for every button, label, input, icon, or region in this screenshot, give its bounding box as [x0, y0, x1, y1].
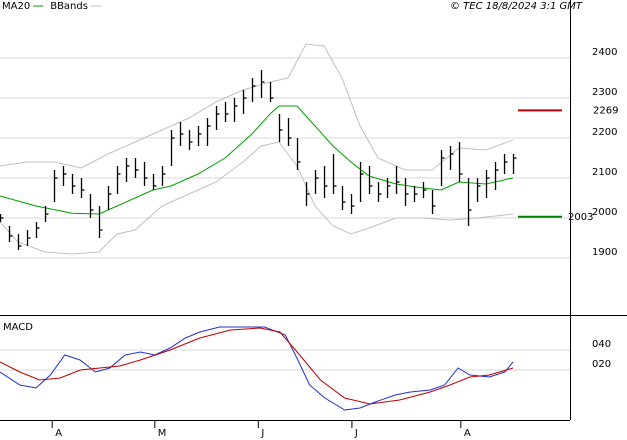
macd-line: [0, 327, 514, 405]
panel-title: MACD: [3, 322, 33, 333]
macd-line: [0, 326, 514, 411]
credit: © TEC 18/8/2024 3:1 GMT: [450, 1, 583, 12]
y-tick-label: 2400: [592, 47, 617, 58]
y-tick-label: 040: [592, 339, 611, 350]
x-tick-label: J: [260, 428, 264, 439]
legend-label: BBands: [50, 1, 88, 12]
y-tick-label: 1900: [592, 247, 617, 258]
x-tick-label: A: [55, 428, 62, 439]
y-tick-label: 2000: [592, 207, 617, 218]
x-tick-label: M: [158, 428, 167, 439]
y-tick-label: 2200: [592, 127, 617, 138]
level-label: 2003: [568, 212, 593, 223]
y-tick-label: 2100: [592, 167, 617, 178]
moving-average: [0, 105, 514, 215]
legend-label: MA20: [2, 1, 30, 12]
band-lower: [0, 141, 514, 255]
x-tick-label: A: [464, 428, 471, 439]
y-tick-label: 020: [592, 359, 611, 370]
level-label: 2269: [593, 105, 618, 116]
x-tick-label: J: [354, 428, 358, 439]
y-tick-label: 2300: [592, 87, 617, 98]
band-upper: [0, 43, 514, 171]
